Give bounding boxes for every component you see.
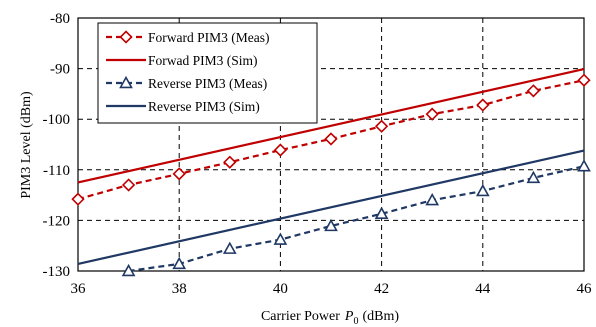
data-point [223, 155, 237, 169]
legend-marker [119, 75, 133, 89]
series-1 [77, 68, 585, 184]
data-point [324, 218, 338, 232]
data-point [222, 241, 237, 254]
y-tick-label: -110 [43, 163, 70, 179]
x-tick-label: 46 [577, 281, 593, 297]
data-point [273, 143, 288, 157]
x-tick-label: 38 [172, 281, 187, 297]
y-tick-labels: -80 -90 -100 -110 -120 -130 [43, 11, 71, 280]
data-point [273, 232, 288, 245]
x-tick-label: 40 [273, 281, 288, 297]
legend: Forward PIM3 (Meas) Forwad PIM3 (Sim) Reve… [97, 22, 318, 124]
x-tick-labels: 36 38 40 42 44 46 [71, 281, 593, 297]
x-axis-title-unit: (dBm) [362, 309, 399, 324]
y-tick-label: -80 [50, 11, 70, 27]
plot-area-frame [77, 17, 585, 272]
y-tick-label: -90 [50, 62, 70, 78]
x-tick-label: 36 [71, 281, 87, 297]
data-point [475, 183, 490, 197]
y-axis-title: PIM3 Level (dBm) [19, 91, 34, 199]
data-point [577, 159, 591, 172]
x-tick-label: 42 [374, 281, 389, 297]
series-2 [121, 159, 591, 277]
data-point [121, 263, 136, 277]
data-point [172, 256, 187, 270]
legend-label: Forward PIM3 (Meas) [148, 30, 269, 45]
y-tick-label: -130 [43, 264, 71, 280]
x-axis-title-subscript: 0 [353, 316, 358, 327]
data-point [374, 206, 389, 220]
data-point [121, 178, 136, 192]
series-layer [71, 68, 591, 277]
series-0 [71, 73, 591, 206]
series-3 [77, 149, 585, 265]
x-axis-title-symbol: P [344, 309, 354, 324]
series-line [128, 165, 585, 273]
x-axis-title-text: Carrier Power [261, 309, 340, 324]
legend-label: Reverse PIM3 (Meas) [148, 76, 267, 91]
data-point [577, 73, 591, 87]
data-point [71, 192, 85, 206]
data-point [526, 84, 541, 98]
legend-label: Forwad PIM3 (Sim) [148, 53, 258, 68]
data-point [425, 107, 439, 121]
x-tick-label: 44 [475, 281, 491, 297]
series-line [77, 149, 585, 265]
data-point [425, 193, 440, 206]
y-tick-label: -100 [43, 112, 71, 128]
data-point [526, 170, 541, 184]
legend-label: Reverse PIM3 (Sim) [148, 99, 260, 114]
data-point [172, 167, 186, 181]
x-axis-title: Carrier Power P0 (dBm) [261, 309, 399, 327]
legend-marker [119, 30, 133, 44]
data-point [324, 132, 338, 146]
data-point [374, 119, 389, 133]
data-point [476, 98, 490, 112]
y-tick-label: -120 [43, 213, 71, 229]
series-line [77, 68, 585, 184]
